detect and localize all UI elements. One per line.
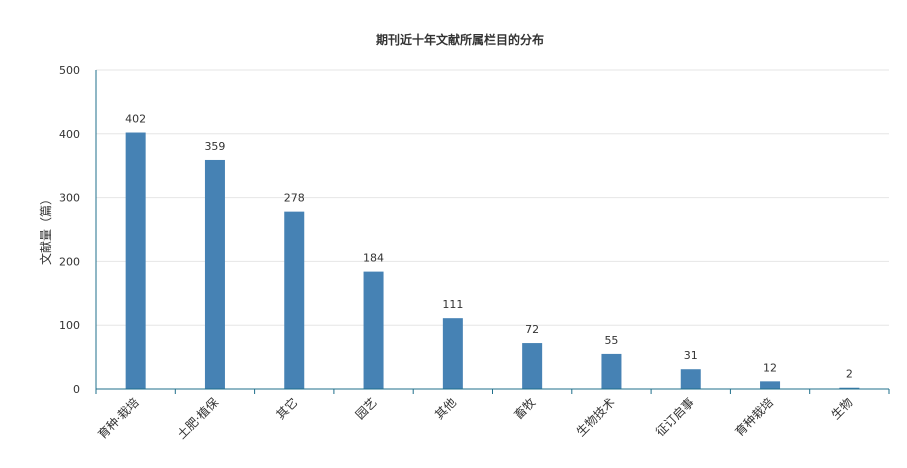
- bar: [680, 369, 701, 389]
- x-tick-label: 畜牧: [511, 395, 539, 423]
- x-tick-label: 生物: [829, 395, 856, 422]
- y-tick-labels: 0 100 200 300 400 500: [59, 64, 80, 396]
- data-label: 55: [604, 334, 618, 347]
- x-tick-label: 育种·栽培: [95, 395, 142, 442]
- data-label: 359: [204, 140, 225, 153]
- data-label: 278: [284, 192, 305, 205]
- x-tick-label: 园艺: [353, 395, 380, 422]
- axes: [95, 70, 890, 394]
- data-label: 72: [525, 323, 539, 336]
- x-tick-label: 征订启事: [653, 395, 697, 439]
- x-tick-label: 其他: [432, 395, 459, 422]
- x-tick-label: 土肥·植保: [174, 395, 221, 442]
- data-label: 184: [363, 252, 384, 265]
- bar: [760, 381, 781, 389]
- bar: [601, 353, 622, 389]
- bar: [442, 318, 463, 389]
- y-tick-label: 0: [73, 383, 80, 396]
- grid-lines: [96, 69, 889, 326]
- y-tick-label: 100: [59, 319, 80, 332]
- y-tick-label: 500: [59, 64, 80, 77]
- data-label: 31: [684, 349, 698, 362]
- bar: [284, 211, 305, 389]
- bars: [125, 132, 860, 390]
- y-tick-label: 300: [59, 192, 80, 205]
- x-tick-label: 育种栽培: [732, 395, 777, 440]
- bar: [522, 343, 543, 389]
- bar: [839, 387, 860, 389]
- y-axis-label: 文献量（篇）: [38, 193, 53, 265]
- y-tick-label: 400: [59, 128, 80, 141]
- data-label: 111: [442, 298, 463, 311]
- bar: [363, 271, 384, 389]
- y-tick-label: 200: [59, 255, 80, 268]
- x-tick-labels: 育种·栽培 土肥·植保 其它 园艺 其他 畜牧 生物技术 征订启事 育种栽培 生物: [95, 395, 856, 442]
- chart-title: 期刊近十年文献所属栏目的分布: [376, 32, 544, 47]
- bar: [125, 132, 146, 390]
- x-tick-label: 生物技术: [574, 395, 618, 439]
- x-tick-label: 其它: [273, 395, 301, 423]
- data-labels: 402 359 278 184 111 72 55 31 12 2: [125, 113, 853, 381]
- data-label: 12: [763, 361, 777, 374]
- bar: [204, 159, 225, 389]
- data-label: 402: [125, 113, 146, 126]
- data-label: 2: [846, 368, 853, 381]
